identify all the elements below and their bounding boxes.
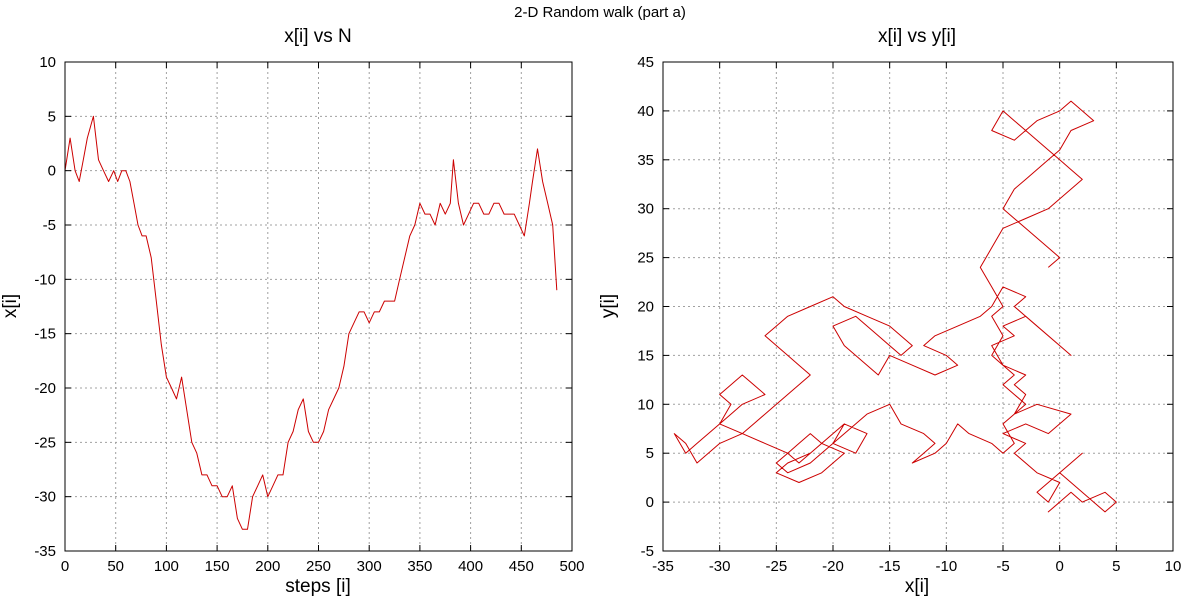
x-tick-label: 500 <box>559 558 584 575</box>
y-tick-label: 25 <box>637 250 654 267</box>
x-tick-label: 300 <box>357 558 382 575</box>
x-tick-label: 200 <box>255 558 280 575</box>
y-tick-label: 0 <box>48 163 56 180</box>
y-tick-label: 45 <box>637 54 654 71</box>
y-tick-label: -5 <box>43 217 56 234</box>
y-tick-label: 40 <box>637 103 654 120</box>
y-tick-label: -35 <box>34 543 56 560</box>
panel-right: x[i] vs y[i] x[i] y[i] -35 -30 -25 -20 -15 -1… <box>598 26 1181 597</box>
panel-right-ylabel: y[i] <box>598 294 619 318</box>
panel-right-xlabel: x[i] <box>905 576 929 597</box>
x-tick-label: 350 <box>407 558 432 575</box>
grid-left <box>65 62 572 551</box>
x-tick-label: -5 <box>996 558 1009 575</box>
x-tick-label: 5 <box>1112 558 1120 575</box>
y-tick-label: -15 <box>34 326 56 343</box>
y-tick-label: -25 <box>34 434 56 451</box>
panel-left-xlabel: steps [i] <box>285 576 350 597</box>
x-tick-label: -20 <box>822 558 844 575</box>
series-line-left <box>64 115 558 530</box>
x-tick-label: -35 <box>652 558 674 575</box>
x-tick-label: 10 <box>1165 558 1182 575</box>
y-tick-label: -5 <box>641 543 654 560</box>
panel-left: x[i] vs N steps [i] x[i] 0 50 100 150 200 250… <box>0 26 585 597</box>
y-tick-label: 15 <box>637 347 654 364</box>
grid-right <box>663 62 1173 551</box>
y-tick-label: 35 <box>637 152 654 169</box>
series-line-right <box>673 100 1117 513</box>
y-tick-label: -10 <box>34 271 56 288</box>
x-tick-label: 400 <box>458 558 483 575</box>
y-tick-label: 0 <box>646 494 654 511</box>
panel-right-title: x[i] vs y[i] <box>878 26 956 47</box>
x-tick-label: -10 <box>935 558 957 575</box>
y-tick-label: 30 <box>637 201 654 218</box>
panel-left-ylabel: x[i] <box>0 294 21 318</box>
y-tick-label: 5 <box>48 108 56 125</box>
x-tick-label: 450 <box>509 558 534 575</box>
x-tick-label: -25 <box>765 558 787 575</box>
y-tick-label: -20 <box>34 380 56 397</box>
x-tick-label: -30 <box>709 558 731 575</box>
y-tick-label: 20 <box>637 299 654 316</box>
y-tick-label: 5 <box>646 445 654 462</box>
x-tick-label: -15 <box>879 558 901 575</box>
x-tick-label: 150 <box>205 558 230 575</box>
x-tick-label: 0 <box>61 558 69 575</box>
x-tick-label: 50 <box>107 558 124 575</box>
x-tick-label: 0 <box>1055 558 1063 575</box>
y-tick-label: 10 <box>637 396 654 413</box>
y-tick-label: -30 <box>34 489 56 506</box>
figure-title: 2-D Random walk (part a) <box>514 4 686 21</box>
panel-left-title: x[i] vs N <box>284 26 352 47</box>
x-tick-label: 250 <box>306 558 331 575</box>
y-tick-label: 10 <box>39 54 56 71</box>
x-tick-label: 100 <box>154 558 179 575</box>
